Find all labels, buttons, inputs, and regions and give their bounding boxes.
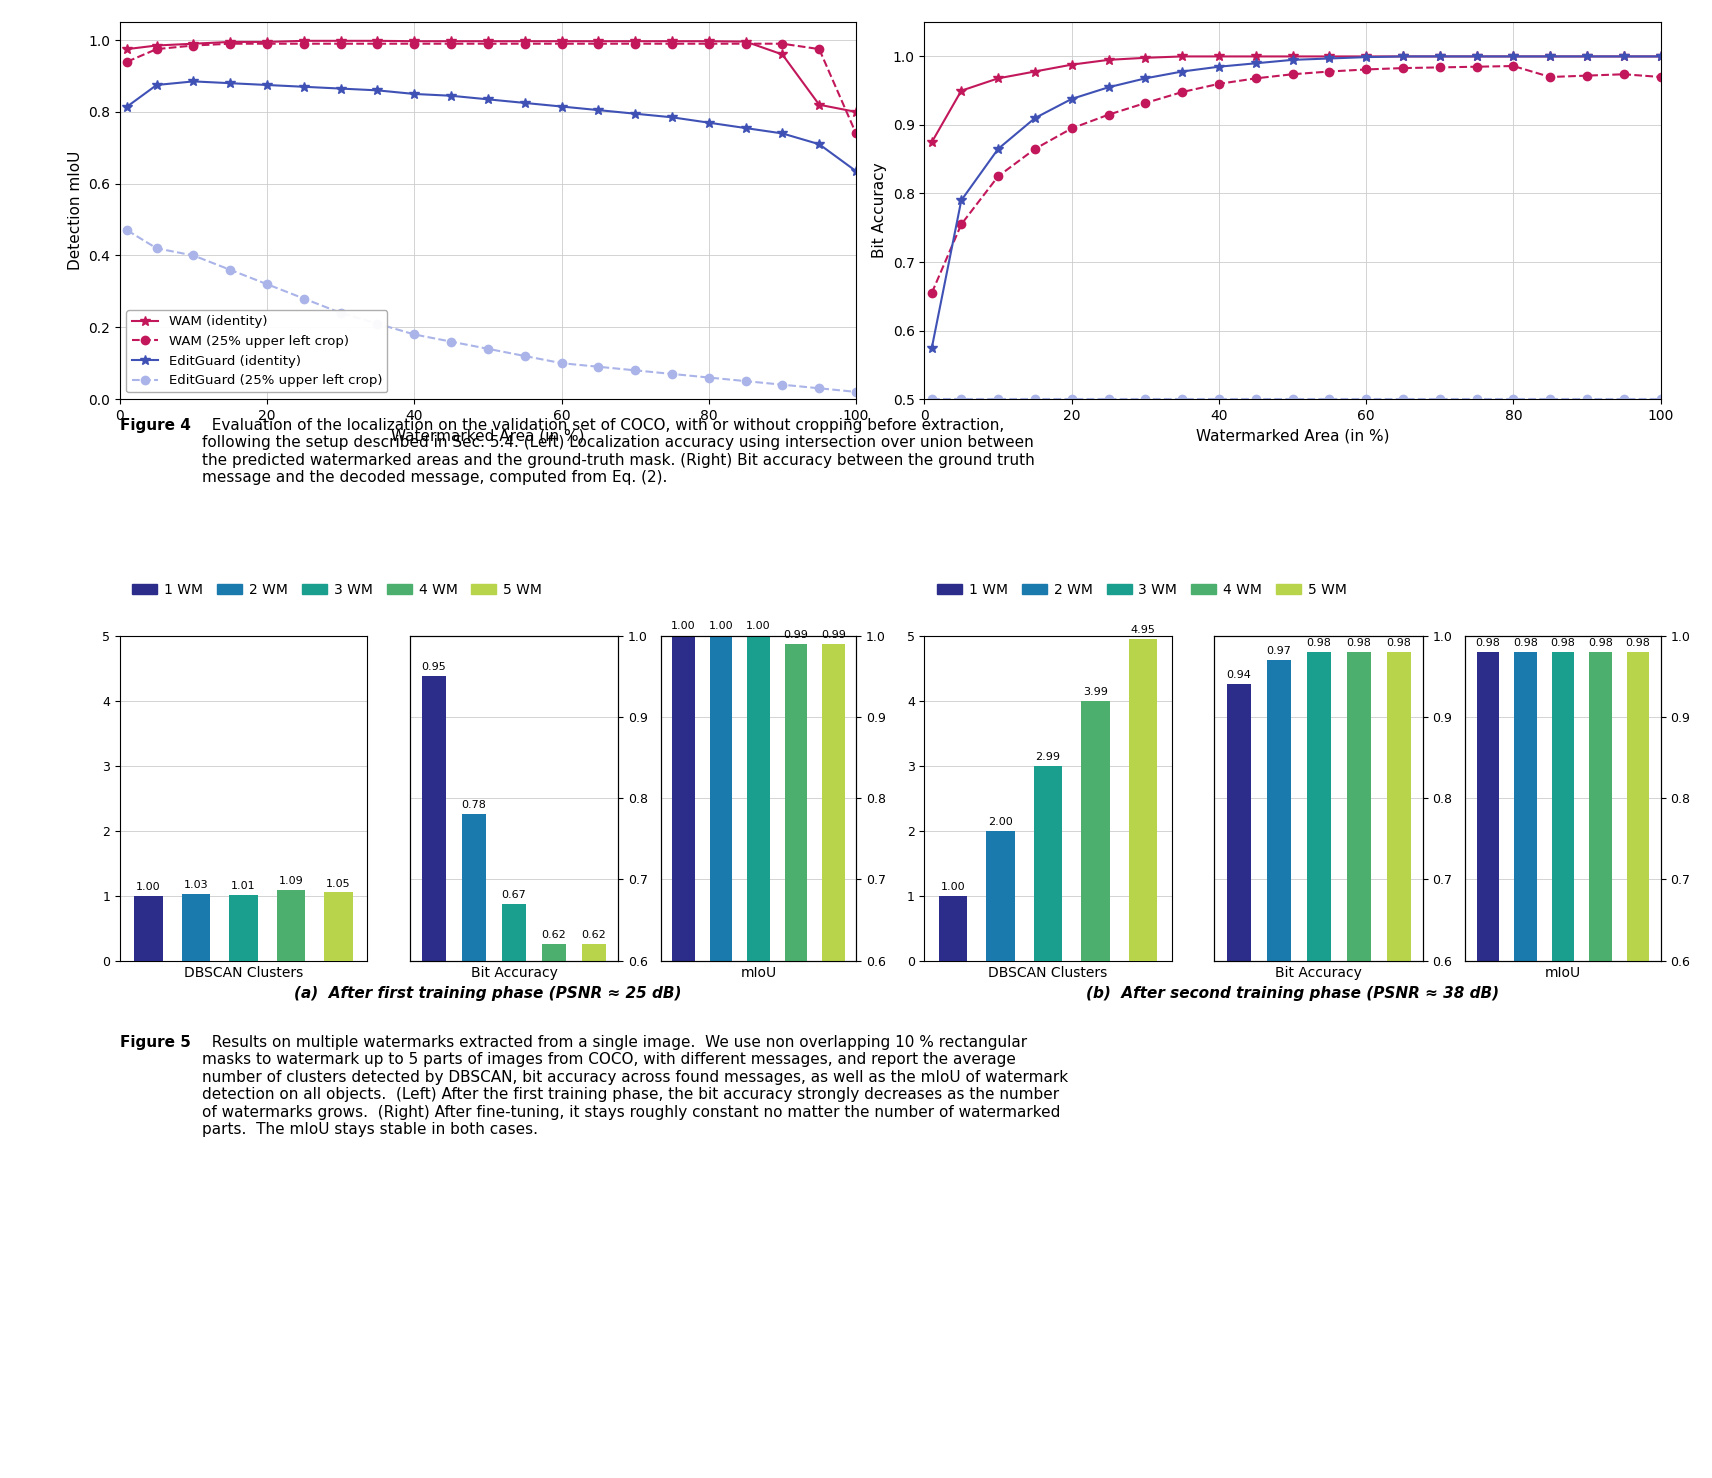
Text: 1.01: 1.01 [231, 881, 255, 891]
Text: 1.00: 1.00 [746, 621, 770, 631]
X-axis label: Watermarked Area (in %): Watermarked Area (in %) [390, 429, 586, 443]
Text: 0.62: 0.62 [582, 930, 606, 940]
Text: Evaluation of the localization on the validation set of COCO, with or without cr: Evaluation of the localization on the va… [202, 418, 1034, 485]
Bar [1034, 766, 1063, 961]
Text: 4.95: 4.95 [1130, 625, 1156, 636]
Text: 1.00: 1.00 [671, 621, 695, 631]
X-axis label: mIoU: mIoU [1544, 967, 1582, 980]
Text: 1.03: 1.03 [183, 879, 209, 890]
X-axis label: Watermarked Area (in %): Watermarked Area (in %) [1195, 429, 1390, 443]
Text: (b)  After second training phase (PSNR ≈ 38 dB): (b) After second training phase (PSNR ≈ … [1085, 986, 1500, 1002]
X-axis label: Bit Accuracy: Bit Accuracy [1275, 967, 1363, 980]
Bar [502, 903, 526, 961]
Bar [1626, 652, 1649, 961]
Text: 1.00: 1.00 [940, 882, 966, 891]
Bar [1082, 701, 1109, 961]
Y-axis label: Bit Accuracy: Bit Accuracy [871, 163, 887, 259]
Bar [822, 644, 844, 961]
Bar [582, 944, 606, 961]
X-axis label: DBSCAN Clusters: DBSCAN Clusters [988, 967, 1108, 980]
Legend: 1 WM, 2 WM, 3 WM, 4 WM, 5 WM: 1 WM, 2 WM, 3 WM, 4 WM, 5 WM [931, 578, 1352, 603]
Text: Figure 5: Figure 5 [120, 1035, 190, 1049]
Legend: WAM (identity), WAM (25% upper left crop), EditGuard (identity), EditGuard (25% : WAM (identity), WAM (25% upper left crop… [127, 310, 387, 393]
Bar [709, 636, 733, 961]
Text: 0.99: 0.99 [822, 630, 846, 640]
Text: 0.98: 0.98 [1346, 637, 1371, 647]
Text: 0.94: 0.94 [1226, 670, 1251, 680]
X-axis label: DBSCAN Clusters: DBSCAN Clusters [183, 967, 303, 980]
Text: 1.00: 1.00 [135, 882, 161, 891]
X-axis label: mIoU: mIoU [740, 967, 777, 980]
Text: 0.78: 0.78 [462, 800, 486, 810]
Text: 0.95: 0.95 [421, 662, 447, 672]
Bar [134, 896, 163, 961]
Text: (a)  After first training phase (PSNR ≈ 25 dB): (a) After first training phase (PSNR ≈ 2… [294, 986, 681, 1002]
Text: 0.67: 0.67 [502, 890, 526, 900]
Bar [746, 636, 770, 961]
Bar [229, 896, 259, 961]
Text: 1.05: 1.05 [327, 878, 351, 888]
Bar [1226, 684, 1250, 961]
Text: 0.98: 0.98 [1551, 637, 1575, 647]
Bar [181, 894, 211, 961]
Text: 0.98: 0.98 [1306, 637, 1330, 647]
Text: 0.98: 0.98 [1626, 637, 1650, 647]
Bar [1267, 659, 1291, 961]
Text: 0.98: 0.98 [1476, 637, 1500, 647]
Bar [1589, 652, 1611, 961]
X-axis label: Bit Accuracy: Bit Accuracy [471, 967, 558, 980]
Text: 1.00: 1.00 [709, 621, 733, 631]
Bar [277, 890, 305, 961]
Bar [673, 636, 695, 961]
Text: 1.09: 1.09 [279, 876, 303, 885]
Bar [1306, 652, 1330, 961]
Bar [421, 677, 445, 961]
Bar [1347, 652, 1371, 961]
Legend: 1 WM, 2 WM, 3 WM, 4 WM, 5 WM: 1 WM, 2 WM, 3 WM, 4 WM, 5 WM [127, 578, 548, 603]
Bar [462, 814, 486, 961]
Bar [1387, 652, 1411, 961]
Bar [324, 893, 353, 961]
Text: 3.99: 3.99 [1084, 687, 1108, 698]
Text: 0.97: 0.97 [1267, 646, 1291, 656]
Text: 2.00: 2.00 [988, 817, 1014, 826]
Text: 2.99: 2.99 [1036, 752, 1061, 763]
Bar [1513, 652, 1537, 961]
Bar [543, 944, 567, 961]
Bar [784, 644, 808, 961]
Text: 0.98: 0.98 [1387, 637, 1411, 647]
Bar [1477, 652, 1500, 961]
Bar [938, 896, 967, 961]
Y-axis label: Detection mIoU: Detection mIoU [67, 151, 82, 270]
Text: 0.99: 0.99 [784, 630, 808, 640]
Bar [1128, 638, 1157, 961]
Bar [1551, 652, 1575, 961]
Text: 0.62: 0.62 [541, 930, 567, 940]
Text: Figure 4: Figure 4 [120, 418, 190, 433]
Text: 0.98: 0.98 [1513, 637, 1537, 647]
Text: 0.98: 0.98 [1589, 637, 1613, 647]
Text: Results on multiple watermarks extracted from a single image.  We use non overla: Results on multiple watermarks extracted… [202, 1035, 1068, 1137]
Bar [986, 831, 1015, 961]
